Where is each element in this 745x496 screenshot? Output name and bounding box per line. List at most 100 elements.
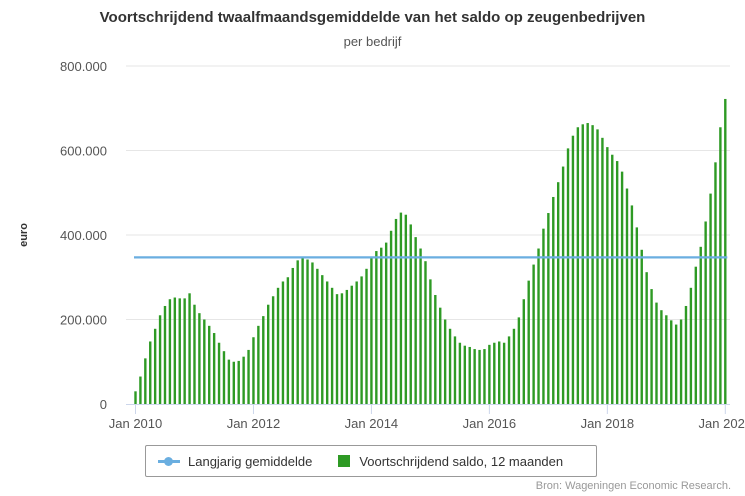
bar — [689, 287, 693, 404]
bar — [606, 147, 609, 404]
bar — [724, 98, 727, 404]
y-tick-label: 200.000 — [60, 313, 107, 328]
bar — [611, 154, 614, 404]
bar — [552, 196, 555, 404]
bar — [615, 161, 619, 404]
bar — [232, 361, 235, 404]
bar — [409, 224, 412, 404]
bar — [719, 127, 722, 404]
bar — [217, 342, 221, 404]
bar — [168, 299, 172, 404]
bar — [198, 313, 201, 404]
y-tick-label: 600.000 — [60, 144, 107, 159]
bar — [335, 294, 339, 404]
bar — [571, 135, 575, 404]
bar — [222, 351, 226, 404]
bar — [158, 315, 162, 404]
bar — [296, 260, 299, 404]
bar — [443, 319, 447, 404]
x-tick-label: Jan 2012 — [227, 416, 281, 431]
bar — [316, 268, 319, 404]
y-tick-label: 400.000 — [60, 228, 107, 243]
bar — [370, 258, 373, 404]
bar — [660, 310, 663, 404]
bar — [257, 325, 260, 404]
bar — [375, 251, 378, 404]
bar — [424, 261, 427, 404]
bar — [399, 212, 403, 404]
legend-label-average: Langjarig gemiddelde — [188, 453, 313, 469]
bar — [640, 249, 643, 404]
bar — [650, 289, 653, 404]
bar — [419, 248, 422, 404]
bar-marker-icon — [338, 455, 351, 467]
bar — [330, 287, 334, 404]
x-tick-label: Jan 2014 — [345, 416, 399, 431]
bar — [153, 328, 157, 404]
bar — [566, 148, 570, 404]
bar — [498, 341, 501, 404]
bar — [488, 344, 491, 404]
x-tick-label: Jan 2018 — [581, 416, 635, 431]
legend-item-saldo[interactable]: Voortschrijdend saldo, 12 maanden — [312, 454, 563, 469]
bar — [478, 349, 481, 404]
bar — [183, 298, 186, 404]
bar — [193, 304, 196, 404]
bar — [276, 287, 280, 404]
bar — [134, 391, 137, 404]
bar — [453, 336, 457, 404]
bar — [429, 279, 432, 404]
bar — [620, 171, 624, 404]
bar — [655, 302, 658, 404]
chart-title: Voortschrijdend twaalfmaandsgemiddelde v… — [99, 9, 646, 26]
bar — [252, 337, 255, 404]
bar — [674, 324, 678, 404]
bar — [350, 285, 353, 404]
bar — [267, 304, 270, 404]
source-credit[interactable]: Bron: Wageningen Economic Research. — [535, 480, 731, 492]
bar — [458, 342, 462, 404]
bar — [586, 123, 589, 404]
bar — [434, 294, 437, 404]
x-tick-label: Jan 2020 — [699, 416, 745, 431]
legend-label-saldo: Voortschrijdend saldo, 12 maanden — [359, 453, 564, 469]
bar — [178, 298, 181, 404]
bar — [281, 281, 285, 404]
bar — [394, 218, 398, 404]
bar — [291, 267, 294, 404]
bar — [306, 259, 309, 404]
bar — [340, 293, 344, 404]
bar — [380, 247, 383, 404]
bar — [448, 328, 452, 404]
y-tick-label: 0 — [100, 397, 107, 412]
legend: Langjarig gemiddelde Voortschrijdend sal… — [145, 445, 597, 477]
bar — [325, 281, 329, 404]
x-tick-label: Jan 2016 — [463, 416, 517, 431]
bar — [493, 342, 496, 404]
bar — [404, 214, 408, 404]
bar — [547, 213, 550, 404]
bar — [576, 127, 580, 404]
bar — [483, 349, 486, 404]
bar — [537, 248, 540, 404]
bar — [188, 293, 191, 404]
bar — [355, 281, 358, 404]
bar — [144, 358, 147, 404]
bar — [163, 305, 167, 404]
bar — [208, 325, 211, 404]
bar — [321, 275, 324, 404]
bar — [262, 316, 265, 404]
x-tick-label: Jan 2010 — [109, 416, 163, 431]
bar — [311, 262, 314, 404]
bar — [507, 336, 511, 404]
bar — [365, 268, 368, 404]
bar — [630, 205, 634, 404]
bar — [601, 137, 604, 404]
bar — [532, 264, 535, 404]
bar — [670, 320, 673, 404]
bar — [242, 356, 245, 404]
legend-item-average[interactable]: Langjarig gemiddelde — [146, 454, 312, 469]
bar — [699, 246, 702, 404]
bar — [581, 124, 584, 405]
chart-subtitle: per bedrijf — [343, 34, 402, 49]
